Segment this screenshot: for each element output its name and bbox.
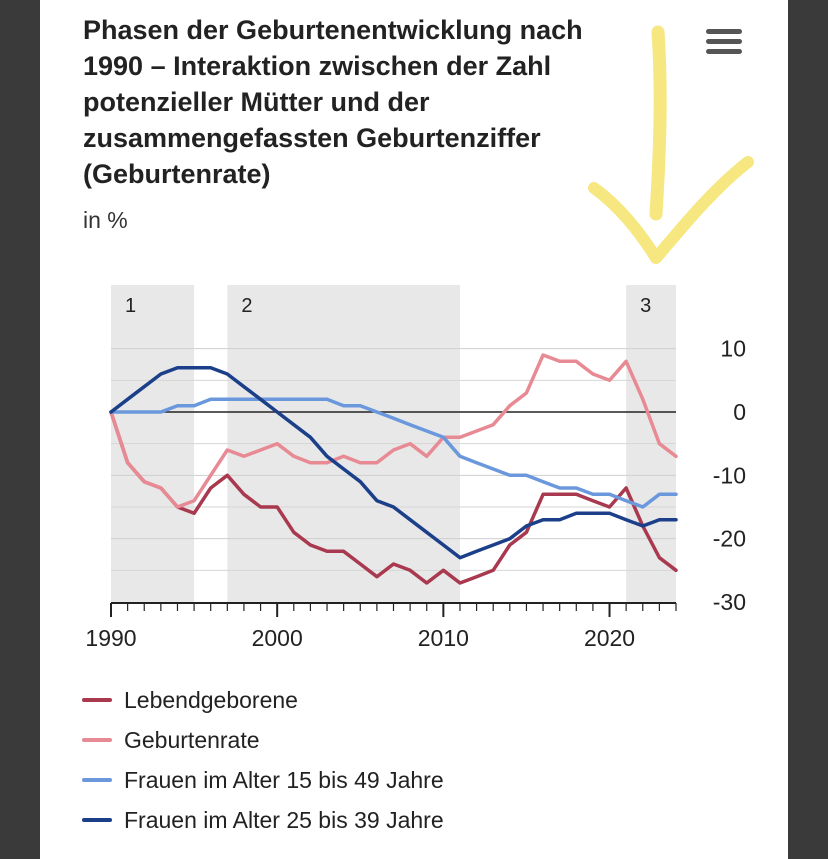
phase-label-2: 2	[241, 295, 252, 317]
gridlines	[111, 348, 676, 571]
legend-label: Frauen im Alter 25 bis 39 Jahre	[124, 806, 444, 833]
y-tick-label: -10	[713, 462, 746, 488]
legend: Lebendgeborene Geburtenrate Frauen im Alte…	[82, 680, 444, 840]
unit-label: in %	[83, 207, 128, 233]
phase-label-1: 1	[125, 295, 136, 317]
legend-label: Geburtenrate	[124, 726, 260, 753]
legend-item-geburtenrate[interactable]: Geburtenrate	[82, 720, 444, 760]
phase-label-3: 3	[640, 295, 651, 317]
legend-item-frauen_25_39[interactable]: Frauen im Alter 25 bis 39 Jahre	[82, 800, 444, 840]
series-line-frauen_25_39[interactable]	[109, 365, 678, 560]
chart-card: Phasen der Geburtenentwicklung nach 1990…	[40, 0, 788, 859]
y-tick-label: -30	[713, 589, 746, 615]
y-tick-label: 0	[733, 399, 746, 425]
x-tick-label: 1990	[85, 625, 136, 651]
line-chart: 1 2 3 10 0 -10 -20 -30 1990 2000 2010 2020	[85, 285, 746, 651]
legend-swatch	[82, 698, 112, 702]
series-line-lebendgeborene[interactable]	[109, 410, 678, 585]
legend-label: Frauen im Alter 15 bis 49 Jahre	[124, 766, 444, 793]
series-lines	[109, 353, 678, 585]
hamburger-menu-icon[interactable]	[704, 26, 744, 60]
x-tick-label: 2010	[418, 625, 469, 651]
legend-item-frauen_15_49[interactable]: Frauen im Alter 15 bis 49 Jahre	[82, 760, 444, 800]
legend-swatch	[82, 778, 112, 782]
axes: 10 0 -10 -20 -30 1990 2000 2010 2020	[85, 336, 746, 651]
legend-swatch	[82, 738, 112, 742]
series-line-frauen_15_49[interactable]	[109, 397, 678, 509]
series-line-geburtenrate[interactable]	[109, 353, 678, 509]
chart-title: Phasen der Geburtenentwicklung nach 1990…	[83, 15, 583, 189]
y-tick-label: 10	[720, 336, 746, 362]
x-tick-label: 2000	[252, 625, 303, 651]
legend-label: Lebendgeborene	[124, 686, 298, 713]
y-tick-label: -20	[713, 526, 746, 552]
legend-item-lebendgeborene[interactable]: Lebendgeborene	[82, 680, 444, 720]
legend-swatch	[82, 818, 112, 822]
x-tick-label: 2020	[584, 625, 635, 651]
